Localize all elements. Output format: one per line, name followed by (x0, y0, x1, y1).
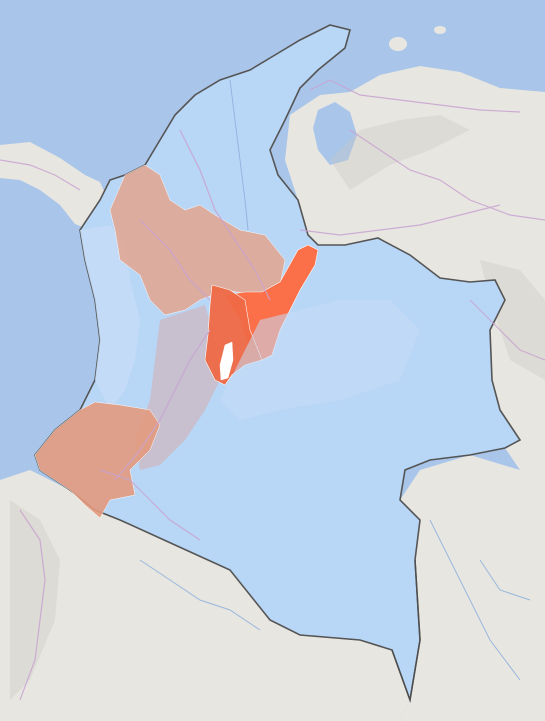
llanos-region[interactable] (220, 300, 420, 420)
bogota-district[interactable] (219, 341, 234, 381)
rivers (139, 79, 531, 681)
roads (0, 79, 545, 701)
choco-region[interactable] (80, 225, 140, 410)
colombia-border-outline (391, 559, 421, 703)
lake-maracaibo (313, 102, 357, 165)
terrain-shading (10, 115, 545, 700)
land-brazil (400, 455, 545, 721)
island-aruba (389, 37, 407, 51)
land-south (0, 470, 410, 721)
island-curacao (434, 26, 446, 34)
